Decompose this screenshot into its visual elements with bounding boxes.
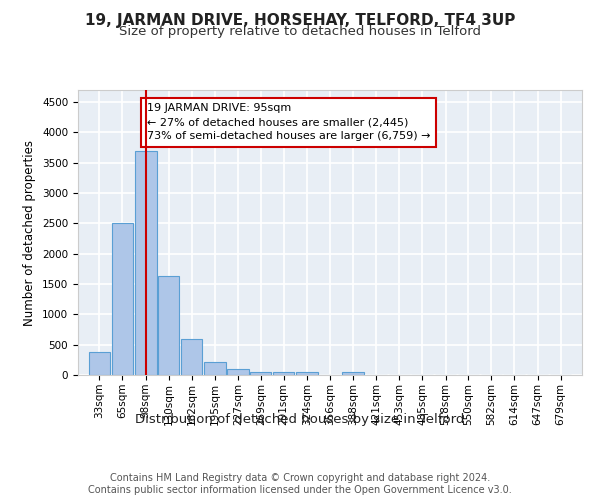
Y-axis label: Number of detached properties: Number of detached properties bbox=[23, 140, 37, 326]
Bar bbox=[205, 362, 226, 375]
Bar bbox=[89, 352, 110, 375]
Text: 19 JARMAN DRIVE: 95sqm
← 27% of detached houses are smaller (2,445)
73% of semi-: 19 JARMAN DRIVE: 95sqm ← 27% of detached… bbox=[146, 104, 430, 142]
Text: Size of property relative to detached houses in Telford: Size of property relative to detached ho… bbox=[119, 25, 481, 38]
Bar bbox=[135, 150, 157, 375]
Bar bbox=[342, 372, 364, 375]
Bar bbox=[273, 372, 295, 375]
Bar bbox=[250, 372, 271, 375]
Bar bbox=[181, 339, 202, 375]
Text: Distribution of detached houses by size in Telford: Distribution of detached houses by size … bbox=[136, 412, 464, 426]
Bar bbox=[296, 372, 318, 375]
Bar bbox=[112, 224, 133, 375]
Text: Contains HM Land Registry data © Crown copyright and database right 2024.
Contai: Contains HM Land Registry data © Crown c… bbox=[88, 474, 512, 495]
Text: 19, JARMAN DRIVE, HORSEHAY, TELFORD, TF4 3UP: 19, JARMAN DRIVE, HORSEHAY, TELFORD, TF4… bbox=[85, 12, 515, 28]
Bar bbox=[158, 276, 179, 375]
Bar bbox=[227, 369, 248, 375]
